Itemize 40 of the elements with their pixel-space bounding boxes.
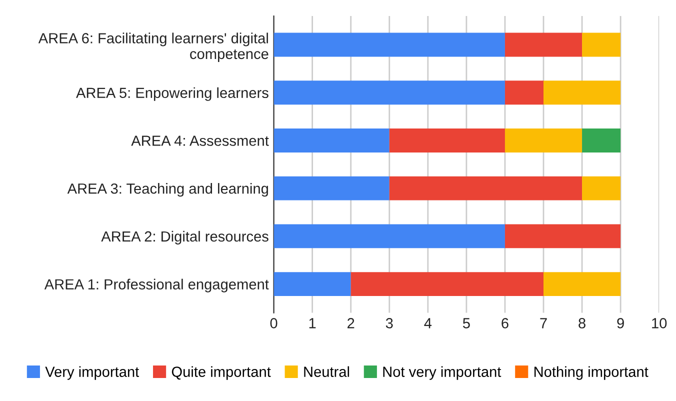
x-tick-label: 1: [309, 318, 316, 328]
bar: [274, 176, 390, 200]
bar: [274, 80, 505, 105]
y-tick-label: AREA 6: Facilitating learners' digital competence: [38, 32, 268, 62]
y-tick-label: AREA 5: Enpowering learners: [76, 87, 268, 101]
bar: [350, 272, 544, 296]
x-tick-label: 10: [652, 318, 667, 328]
bar: [582, 128, 621, 152]
bar: [274, 272, 351, 296]
bar: [544, 272, 621, 296]
y-tick-label: AREA 2: Digital resources: [101, 230, 268, 245]
legend-label: Nothing important: [534, 366, 648, 380]
x-tick-label: 7: [540, 318, 547, 328]
bar: [389, 128, 505, 152]
x-tick-label: 3: [386, 318, 393, 328]
bar: [504, 224, 621, 248]
x-tick-label: 4: [424, 318, 432, 328]
y-tick-label: AREA 1: Professional engagement: [44, 278, 269, 292]
bar: [389, 176, 582, 200]
legend-label: Neutral: [304, 366, 350, 377]
x-tick-label: 0: [270, 318, 278, 328]
legend-label: Not very important: [383, 366, 502, 380]
y-tick-label: AREA 4: Assessment: [131, 136, 269, 146]
bar: [504, 80, 544, 105]
bar: [504, 32, 582, 57]
bar: [274, 128, 390, 152]
x-tick-label: 8: [578, 318, 586, 328]
x-tick-label: 9: [617, 318, 624, 328]
x-tick-label: 5: [462, 318, 470, 328]
legend-label: Very important: [45, 366, 140, 380]
bar: [582, 176, 621, 200]
bar: [582, 32, 621, 57]
bar: [544, 80, 621, 105]
bar: [504, 128, 582, 152]
x-tick-label: 2: [348, 318, 354, 328]
x-tick-label: 6: [502, 318, 508, 328]
legend-label: Quite important: [172, 366, 271, 380]
bar: [274, 32, 505, 57]
y-tick-label: AREA 3: Teaching and learning: [67, 183, 268, 197]
bar: [274, 224, 505, 248]
